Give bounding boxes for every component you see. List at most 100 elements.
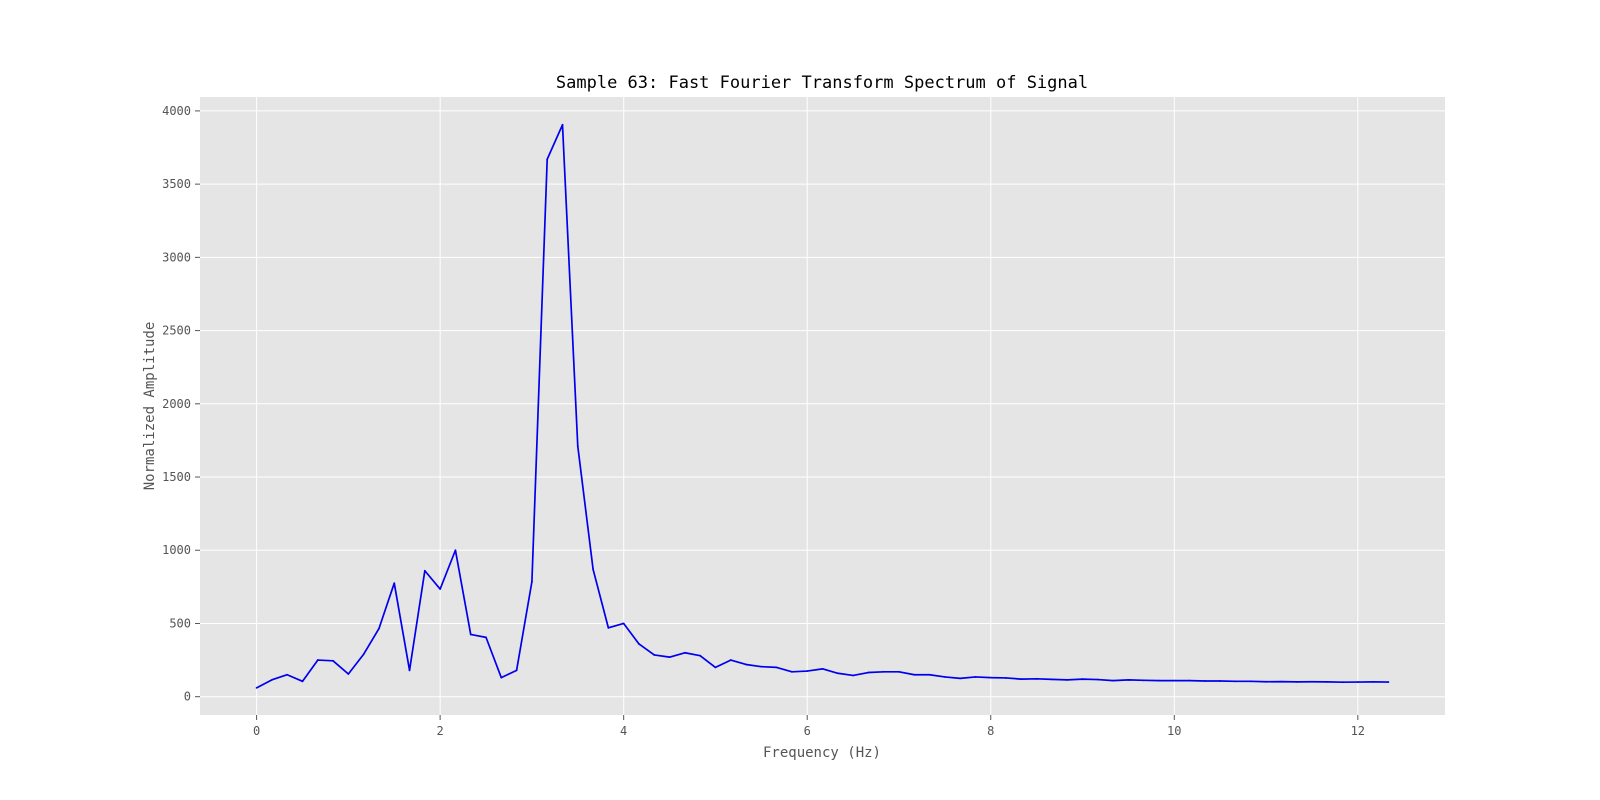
data-point (806, 670, 809, 672)
y-tick-label: 500 (169, 616, 191, 630)
y-tick-label: 1000 (162, 543, 191, 557)
data-point (408, 669, 411, 672)
data-point (1081, 678, 1084, 681)
data-point (882, 670, 885, 673)
y-tick-label: 2500 (162, 324, 191, 338)
data-point (332, 659, 334, 662)
data-point (653, 654, 656, 656)
data-point (959, 677, 962, 680)
data-point (255, 687, 258, 689)
data-point (775, 666, 778, 669)
y-tick-label: 1500 (162, 470, 191, 484)
data-point (1219, 680, 1222, 682)
data-point (714, 666, 717, 669)
data-point (1234, 680, 1237, 683)
data-point (1326, 681, 1329, 683)
data-point (1265, 680, 1267, 683)
data-point (362, 653, 365, 656)
x-axis-label: Frequency (Hz) (763, 745, 881, 761)
x-tick-label: 6 (804, 724, 811, 738)
data-point (1249, 680, 1252, 683)
plot-background (200, 97, 1445, 715)
data-point (668, 656, 671, 659)
data-point (347, 673, 350, 675)
x-tick-label: 0 (253, 724, 260, 738)
data-point (1096, 678, 1099, 681)
x-tick-label: 12 (1351, 724, 1365, 738)
data-point (867, 671, 870, 674)
y-tick-label: 0 (184, 690, 191, 704)
data-point (1372, 681, 1375, 683)
data-point (928, 673, 931, 676)
y-tick-label: 3000 (162, 250, 191, 264)
data-point (1127, 678, 1130, 681)
data-point (561, 123, 564, 126)
data-point (500, 676, 503, 679)
data-point (821, 667, 824, 670)
data-point (622, 622, 625, 625)
data-point (1295, 681, 1298, 683)
data-point (286, 673, 289, 676)
y-axis-label: Normalized Amplitude (142, 322, 158, 491)
data-point (1188, 679, 1191, 682)
x-tick-label: 2 (437, 724, 444, 738)
data-point (1280, 680, 1283, 683)
data-point (683, 651, 686, 654)
x-tick-label: 10 (1167, 724, 1181, 738)
data-point (1387, 681, 1390, 683)
data-point (745, 663, 747, 666)
data-point (943, 676, 946, 678)
data-point (836, 672, 839, 675)
data-point (515, 669, 518, 672)
data-point (378, 627, 380, 630)
grid-lines (200, 97, 1445, 715)
data-point (1203, 680, 1206, 682)
data-point (485, 636, 487, 639)
data-point (576, 445, 579, 448)
data-point (729, 659, 732, 661)
data-point (760, 665, 763, 668)
data-point (1341, 681, 1344, 684)
data-point (1311, 680, 1313, 683)
y-tick-label: 4000 (162, 104, 191, 118)
data-point (301, 680, 304, 683)
data-point (1158, 679, 1160, 682)
data-point (1112, 679, 1114, 682)
y-axis: 0 500 1000 1500 2000 2500 3000 3500 4000 (162, 104, 200, 704)
data-point (423, 569, 426, 572)
data-point (974, 676, 977, 678)
data-point (1005, 677, 1007, 679)
data-point (393, 582, 396, 585)
data-point (1173, 679, 1176, 682)
data-point (439, 588, 442, 590)
data-point (1020, 678, 1023, 681)
y-tick-label: 3500 (162, 177, 191, 191)
data-point (898, 670, 900, 673)
data-point (989, 676, 992, 679)
data-point (270, 678, 273, 681)
data-points (255, 123, 1390, 689)
data-point (1035, 677, 1038, 680)
x-tick-label: 8 (987, 724, 994, 738)
data-point (592, 568, 594, 571)
data-point (1142, 679, 1145, 682)
data-point (791, 670, 793, 673)
data-point (607, 626, 610, 629)
data-point (454, 549, 457, 552)
x-tick-label: 4 (620, 724, 627, 738)
chart-title: Sample 63: Fast Fourier Transform Spectr… (556, 73, 1088, 93)
y-tick-label: 2000 (162, 397, 191, 411)
data-point (913, 673, 916, 676)
data-point (1051, 678, 1053, 681)
data-point (1066, 678, 1069, 681)
data-point (638, 643, 640, 645)
data-point (316, 659, 319, 661)
x-axis: 0 2 4 6 8 10 12 (253, 715, 1365, 738)
data-point (546, 158, 549, 161)
data-point (531, 580, 533, 583)
data-point (1356, 681, 1359, 683)
data-point (852, 674, 854, 677)
data-point (699, 654, 702, 657)
data-point (469, 633, 472, 636)
